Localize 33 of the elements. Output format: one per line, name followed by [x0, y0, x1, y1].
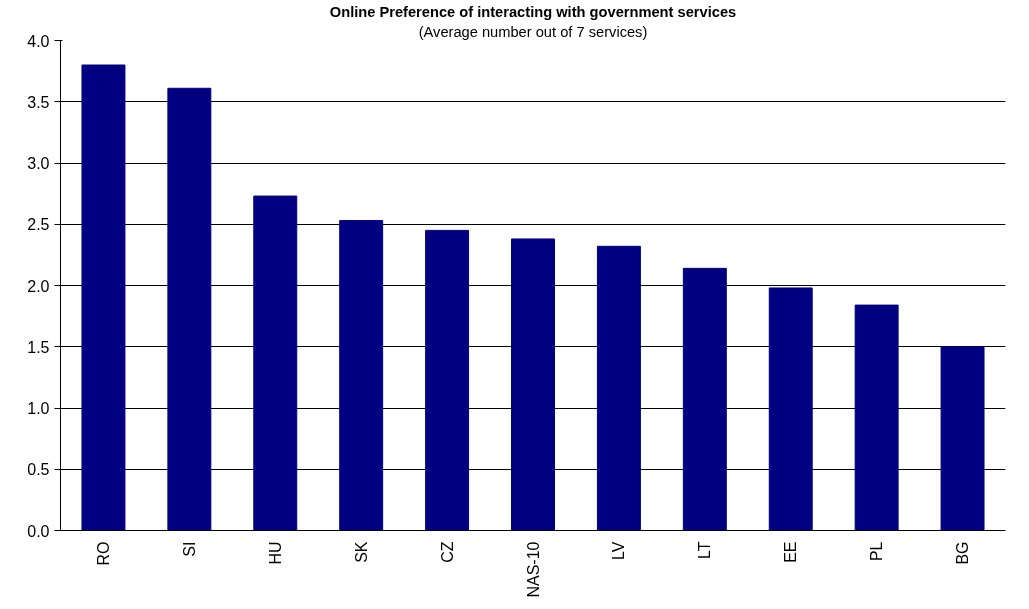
- y-tick-label: 2.0: [27, 277, 50, 295]
- bar: [768, 287, 813, 531]
- bar: [425, 229, 470, 531]
- bar: [596, 245, 641, 531]
- x-tick-label: HU: [266, 541, 284, 565]
- y-tick-label: 1.5: [27, 338, 50, 356]
- bar: [339, 220, 384, 531]
- bar: [511, 238, 555, 531]
- bar: [854, 304, 899, 531]
- x-tick-label: BG: [954, 541, 972, 565]
- x-tick-label: LT: [696, 541, 714, 559]
- y-tick-label: 1.0: [27, 400, 50, 417]
- bar: [682, 267, 727, 531]
- bar: [81, 64, 126, 531]
- x-tick-label: SI: [180, 541, 198, 557]
- x-tick-label: LV: [610, 541, 628, 560]
- bar: [253, 195, 298, 531]
- x-tick-label: PL: [868, 541, 886, 562]
- x-tick-label: RO: [94, 541, 112, 566]
- x-tick-label: NAS-10: [524, 541, 542, 598]
- y-tick-label: 4.0: [27, 32, 50, 50]
- y-tick-label: 0.0: [27, 522, 50, 540]
- y-tick-label: 2.5: [27, 216, 50, 234]
- y-tick-label: 3.5: [27, 93, 50, 111]
- chart-title: Online Preference of interacting with government services: [329, 3, 737, 20]
- y-tick-label: 0.5: [27, 461, 50, 479]
- y-tick-label: 3.0: [27, 155, 50, 172]
- x-tick-label: EE: [782, 541, 800, 563]
- bar: [167, 87, 212, 531]
- x-tick-label: SK: [352, 541, 370, 563]
- chart-subtitle: (Average number out of 7 services): [418, 23, 648, 40]
- bar: [940, 346, 985, 531]
- x-tick-label: CZ: [438, 541, 456, 563]
